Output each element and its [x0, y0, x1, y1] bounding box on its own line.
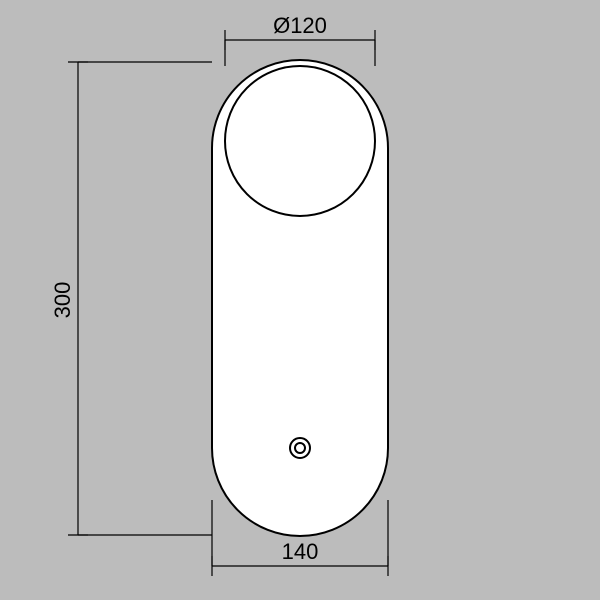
technical-drawing: Ø120 300 140 — [0, 0, 600, 600]
small-circle-inner — [295, 443, 305, 453]
dimension-bottom-label: 140 — [282, 539, 319, 564]
inner-top-circle — [225, 66, 375, 216]
dimension-left — [68, 62, 212, 535]
dimension-left-label: 300 — [50, 282, 75, 319]
dimension-top-label: Ø120 — [273, 13, 327, 38]
